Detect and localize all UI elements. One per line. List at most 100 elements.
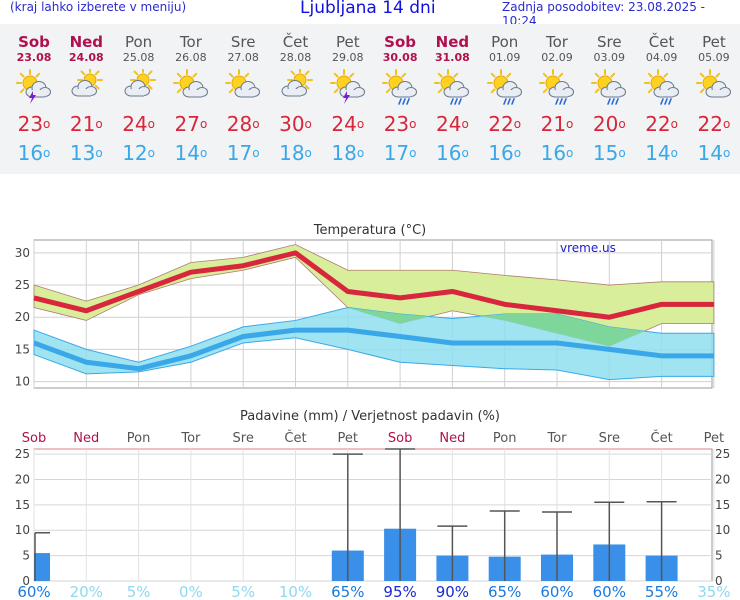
y-tick-label-right: 15 bbox=[715, 498, 730, 512]
max-temperature: 22o bbox=[480, 109, 530, 139]
precipitation-chart-title: Padavine (mm) / Verjetnost padavin (%) bbox=[240, 409, 500, 424]
x-category-label: Sob bbox=[388, 431, 412, 446]
y-tick-label-left: 25 bbox=[15, 447, 30, 461]
max-temperature: 24o bbox=[323, 109, 373, 139]
y-tick-label-left: 5 bbox=[22, 549, 30, 563]
sun-cloud-icon bbox=[172, 69, 208, 98]
max-temperature: 20o bbox=[584, 109, 634, 139]
cloud-sun-icon bbox=[71, 67, 104, 97]
day-column: Tor 26.08 27o 14o bbox=[166, 24, 216, 167]
degree-sign: o bbox=[722, 146, 731, 160]
precipitation-probability-label: 65% bbox=[488, 583, 521, 600]
day-date: 30.08 bbox=[382, 51, 418, 64]
day-date: 27.08 bbox=[227, 51, 259, 64]
degree-sign: o bbox=[670, 146, 678, 160]
sun-cloud-rain-icon bbox=[382, 69, 418, 105]
top-bar: (kraj lahko izberete v meniju) Ljubljana… bbox=[0, 0, 740, 28]
degree-sign: o bbox=[304, 146, 312, 160]
day-name: Pet bbox=[335, 33, 360, 51]
x-category-label: Sre bbox=[233, 431, 254, 446]
max-temperature: 22o bbox=[689, 109, 739, 139]
day-column: Tor 02.09 21o 16o bbox=[532, 24, 582, 167]
degree-sign: o bbox=[566, 146, 574, 160]
day-date: 01.09 bbox=[488, 51, 521, 64]
max-temperature-value: 27 bbox=[174, 112, 200, 136]
degree-sign: o bbox=[409, 146, 417, 160]
max-temperature-value: 22 bbox=[488, 112, 514, 136]
precipitation-bar bbox=[645, 555, 678, 581]
y-tick-label: 25 bbox=[15, 278, 30, 292]
x-category-label: Pet bbox=[338, 431, 358, 446]
day-date: 29.08 bbox=[332, 51, 364, 64]
day-name: Pet bbox=[702, 33, 726, 51]
min-temperature: 13o bbox=[61, 139, 111, 167]
precipitation-bar bbox=[384, 528, 417, 581]
max-temperature-value: 21 bbox=[540, 112, 567, 136]
day-name: Sre bbox=[230, 33, 256, 51]
min-temperature: 17o bbox=[375, 139, 425, 167]
precipitation-bar bbox=[331, 550, 364, 581]
max-temperature-value: 20 bbox=[592, 112, 619, 136]
temperature-chart-title: Temperatura (°C) bbox=[313, 223, 426, 238]
precipitation-probability-label: 60% bbox=[17, 583, 50, 600]
x-category-label: Tor bbox=[180, 431, 201, 446]
precipitation-probability-label: 35% bbox=[697, 583, 730, 600]
weather-icon-slot bbox=[427, 69, 477, 109]
day-name: Ned bbox=[69, 33, 104, 51]
min-temperature-line bbox=[33, 327, 714, 372]
min-temperature-value: 16 bbox=[435, 141, 462, 165]
day-date: 03.09 bbox=[593, 51, 626, 64]
weather-icon-slot bbox=[61, 67, 111, 109]
day-name: Tor bbox=[546, 33, 568, 51]
day-column: Pon 25.08 24o 12o bbox=[114, 24, 164, 167]
min-temperature: 18o bbox=[323, 139, 373, 167]
max-temperature: 24o bbox=[427, 109, 477, 139]
degree-sign: o bbox=[618, 146, 626, 160]
x-category-label: Čet bbox=[284, 430, 306, 446]
x-category-label: Ned bbox=[73, 431, 99, 446]
precipitation-probability-label: 55% bbox=[645, 583, 678, 600]
degree-sign: o bbox=[722, 117, 731, 131]
degree-sign: o bbox=[43, 146, 51, 160]
day-name: Čet bbox=[282, 33, 309, 51]
max-temperature-value: 24 bbox=[331, 112, 357, 136]
x-category-label: Čet bbox=[651, 430, 673, 446]
min-temperature-value: 16 bbox=[540, 141, 567, 165]
degree-sign: o bbox=[147, 117, 155, 131]
y-tick-label: 10 bbox=[15, 375, 30, 389]
y-tick-label-right: 25 bbox=[715, 447, 730, 461]
degree-sign: o bbox=[566, 117, 574, 131]
max-temperature: 30o bbox=[271, 109, 321, 139]
sun-cloud-icon bbox=[225, 69, 261, 98]
precipitation-bar bbox=[593, 544, 626, 581]
page-title: Ljubljana 14 dni bbox=[300, 0, 436, 18]
max-temperature: 24o bbox=[114, 109, 164, 139]
weather-icon-slot bbox=[323, 69, 373, 109]
degree-sign: o bbox=[513, 146, 522, 160]
day-date: 23.08 bbox=[16, 51, 52, 64]
day-name: Sob bbox=[18, 33, 50, 51]
max-temperature-value: 24 bbox=[435, 112, 462, 136]
precipitation-probability-label: 60% bbox=[540, 583, 573, 600]
precipitation-probability-label: 95% bbox=[383, 583, 416, 600]
weather-icon-slot bbox=[166, 69, 216, 109]
day-column: Sre 27.08 28o 17o bbox=[218, 24, 268, 167]
weather-icon-slot bbox=[9, 69, 59, 109]
degree-sign: o bbox=[199, 117, 208, 131]
day-column: Ned 31.08 24o 16o bbox=[427, 24, 477, 167]
max-temperature-value: 30 bbox=[279, 112, 305, 136]
min-temperature-value: 16 bbox=[488, 141, 514, 165]
degree-sign: o bbox=[147, 146, 155, 160]
max-temperature-value: 22 bbox=[697, 112, 723, 136]
weather-icon-slot bbox=[637, 69, 687, 109]
y-tick-label-left: 20 bbox=[15, 472, 30, 486]
x-category-label: Pon bbox=[127, 431, 151, 446]
precipitation-probability-label: 20% bbox=[70, 583, 103, 600]
y-tick-label-right: 20 bbox=[715, 472, 730, 486]
min-temperature: 18o bbox=[271, 139, 321, 167]
min-temperature-value: 13 bbox=[69, 141, 96, 165]
degree-sign: o bbox=[304, 117, 312, 131]
min-temperature: 16o bbox=[427, 139, 477, 167]
temperature-plot-area bbox=[33, 239, 713, 389]
watermark: vreme.us bbox=[560, 241, 616, 255]
